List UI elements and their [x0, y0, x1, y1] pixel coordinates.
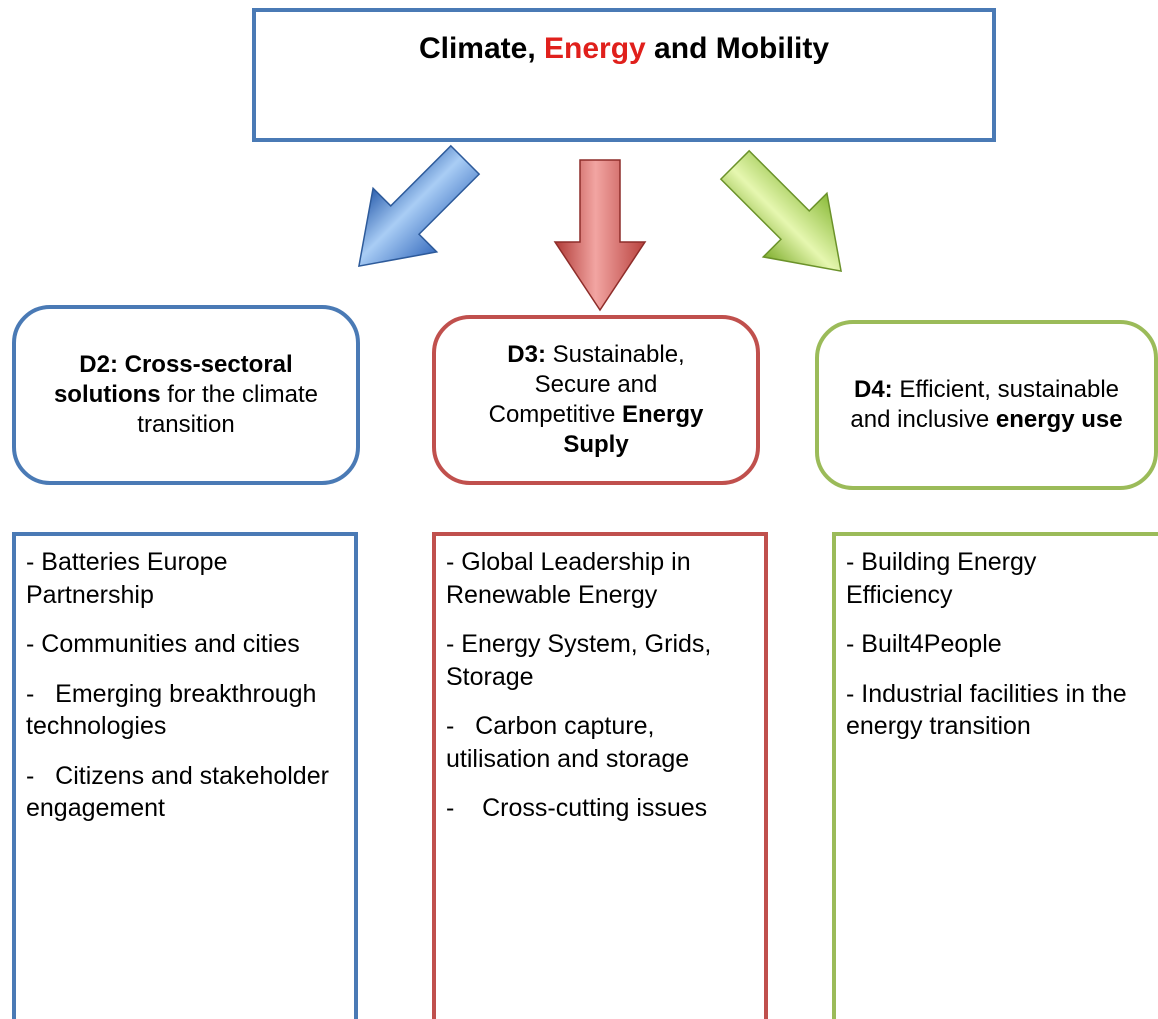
arrow-blue [358, 144, 481, 267]
domain-box: D3: Sustainable, Secure and Competitive … [432, 315, 760, 485]
topic-item: - Energy System, Grids, Storage [446, 630, 719, 691]
text-run: D4: [853, 376, 893, 403]
topic-item: - Cross-cutting issues [446, 794, 708, 822]
text-run: Sustainable, Secure and Competitive [488, 341, 685, 428]
topic-list: - Building Energy Efficiency - Built4Peop… [832, 532, 1158, 1019]
topic-item: - Communities and cities [26, 630, 300, 658]
title-box: Climate, Energy and Mobility [252, 8, 996, 142]
text-run: D3: [507, 341, 546, 368]
topic-item: - Emerging breakthrough technologies [26, 679, 324, 741]
title: Climate, Energy and Mobility [256, 32, 992, 66]
domain-heading: D4: Efficient, sustainable and inclusive… [842, 375, 1132, 435]
domain-heading: D3: Sustainable, Secure and Competitive … [481, 340, 711, 460]
text-run: and Mobility [645, 32, 830, 65]
topic-item: - Built4People [846, 630, 1002, 658]
topic-item: - Citizens and stakeholder engagement [26, 761, 336, 823]
topic-list: - Batteries Europe Partnership - Communit… [12, 532, 358, 1019]
text-run: energy use [995, 406, 1123, 433]
topic-item: - Carbon capture, utilisation and storag… [446, 712, 690, 773]
topic-list: - Global Leadership in Renewable Energy -… [432, 532, 768, 1019]
topic-item: - Batteries Europe Partnership [26, 548, 235, 609]
text-run: Efficient, sustainable and inclusive [850, 376, 1120, 433]
text-run: Energy [544, 32, 646, 65]
domain-box: D2: Cross-sectoral solutions for the cli… [12, 305, 360, 485]
text-run: D2: Cross-sectoral solutions [53, 351, 293, 408]
text-run: Climate, [418, 32, 544, 65]
arrow-red [553, 159, 647, 312]
text-run: for the climate transition [137, 381, 319, 438]
domain-heading: D2: Cross-sectoral solutions for the cli… [51, 350, 321, 440]
text-run: Energy Suply [563, 401, 704, 458]
topic-item: - Industrial facilities in the energy tr… [846, 679, 1134, 741]
topic-item: - Building Energy Efficiency [846, 548, 1044, 609]
topic-item: - Global Leadership in Renewable Energy [446, 548, 698, 609]
domain-box: D4: Efficient, sustainable and inclusive… [815, 320, 1158, 490]
arrow-green [719, 149, 842, 272]
